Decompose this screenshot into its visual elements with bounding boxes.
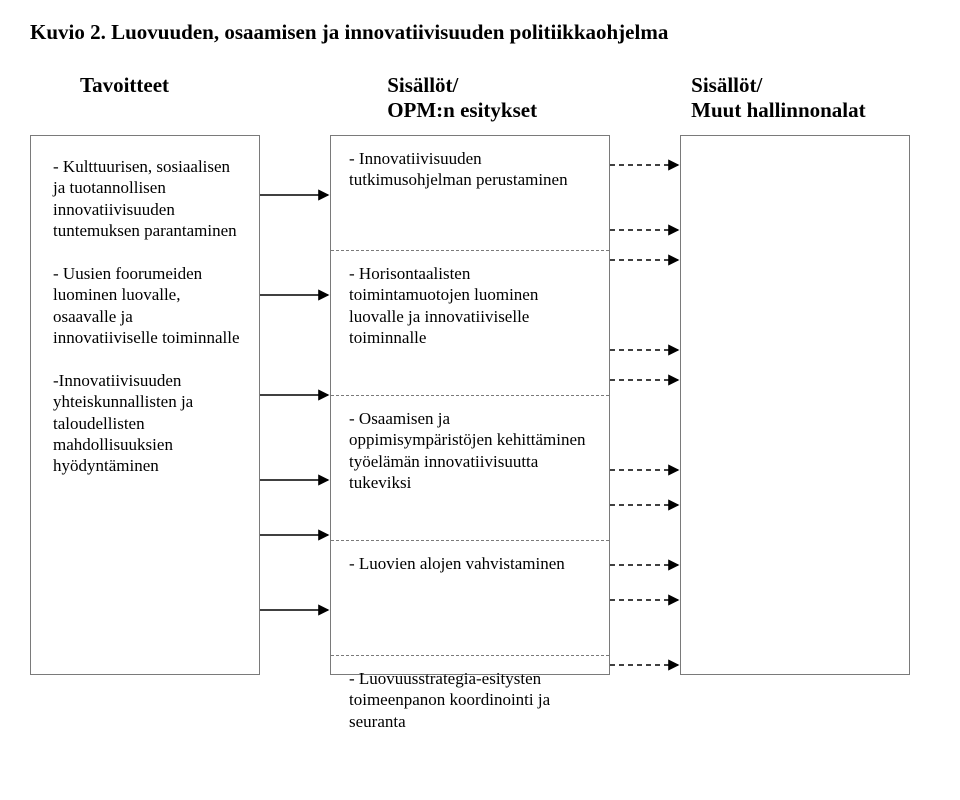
content-segment: - Osaamisen ja oppimisympäristöjen kehit… (331, 396, 609, 541)
goal-item: - Uusien foorumeiden luominen luovalle, … (53, 263, 241, 348)
arrows-right-gap (610, 135, 680, 675)
content-segment: - Luovien alojen vahvistaminen (331, 541, 609, 656)
diagram-row: - Kulttuurisen, sosiaalisen ja tuotannol… (30, 135, 930, 675)
contents-other-box (680, 135, 910, 675)
goals-box: - Kulttuurisen, sosiaalisen ja tuotannol… (30, 135, 260, 675)
header-line: OPM:n esitykset (387, 98, 537, 122)
header-contents-opm: Sisällöt/ OPM:n esitykset (337, 73, 681, 123)
content-segment: - Innovatiivisuuden tutkimusohjelman per… (331, 136, 609, 251)
arrows-left-svg (260, 135, 330, 675)
header-line: Sisällöt/ (387, 73, 458, 97)
content-segment: - Luovuusstrategia-esitysten toimeenpano… (331, 656, 609, 800)
header-line: Sisällöt/ (691, 73, 762, 97)
figure-title: Kuvio 2. Luovuuden, osaamisen ja innovat… (30, 20, 930, 45)
contents-opm-box: - Innovatiivisuuden tutkimusohjelman per… (330, 135, 610, 675)
header-line: Muut hallinnonalat (691, 98, 865, 122)
arrows-left-gap (260, 135, 330, 675)
goal-item: - Kulttuurisen, sosiaalisen ja tuotannol… (53, 156, 241, 241)
header-goals: Tavoitteet (30, 73, 337, 123)
column-headers: Tavoitteet Sisällöt/ OPM:n esitykset Sis… (30, 73, 930, 123)
header-contents-other: Sisällöt/ Muut hallinnonalat (681, 73, 930, 123)
arrows-right-svg (610, 135, 680, 675)
goal-item: -Innovatiivisuuden yhteiskunnallisten ja… (53, 370, 241, 476)
content-segment: - Horisontaalisten toimintamuotojen luom… (331, 251, 609, 396)
